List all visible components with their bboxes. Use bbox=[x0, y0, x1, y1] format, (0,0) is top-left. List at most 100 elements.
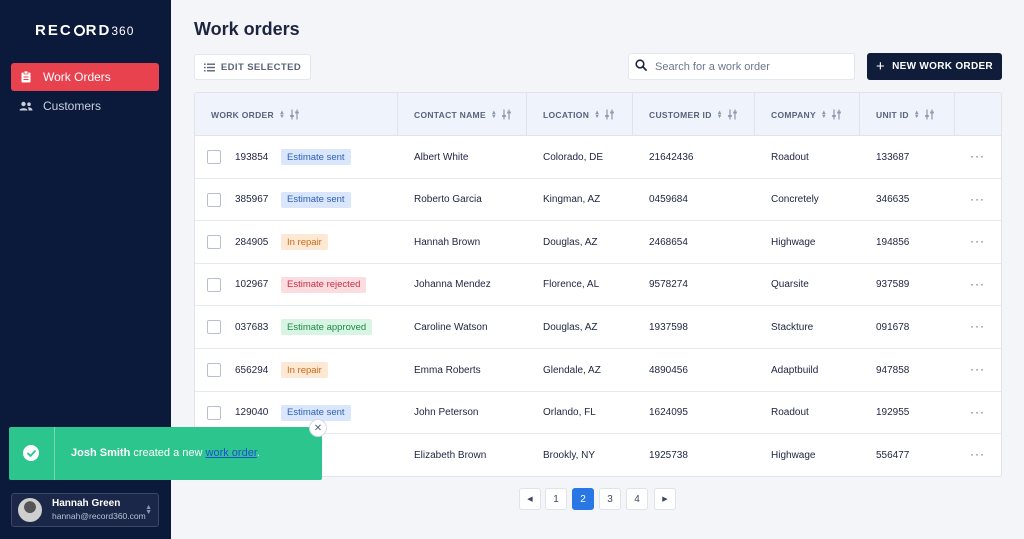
company-cell: Roadout bbox=[771, 407, 809, 419]
record360-logo[interactable]: REC RD360 bbox=[35, 22, 135, 39]
work-order-id: 102967 bbox=[235, 279, 269, 291]
table-row[interactable]: 129040 Estimate sent John Peterson Orlando,… bbox=[195, 392, 1001, 435]
page-2-button[interactable]: 2 bbox=[572, 488, 594, 510]
unit-id-cell: 346635 bbox=[876, 194, 910, 206]
filter-sliders-icon[interactable] bbox=[289, 109, 300, 120]
user-name: Hannah Green bbox=[52, 498, 121, 510]
status-badge: Estimate sent bbox=[281, 149, 351, 165]
more-options-icon[interactable]: ··· bbox=[970, 362, 985, 376]
sidebar-item-customers[interactable]: Customers bbox=[11, 92, 159, 120]
table-row[interactable]: 037683 Estimate approved Caroline Watson Do… bbox=[195, 306, 1001, 349]
row-checkbox[interactable] bbox=[207, 277, 221, 292]
unit-id-cell: 937589 bbox=[876, 279, 910, 291]
row-checkbox[interactable] bbox=[207, 150, 221, 164]
filter-sliders-icon[interactable] bbox=[604, 109, 615, 120]
column-header[interactable]: UNIT ID ▲ ▼ bbox=[860, 93, 955, 136]
contact-cell: Johanna Mendez bbox=[414, 279, 491, 291]
more-options-icon[interactable]: ··· bbox=[970, 276, 985, 291]
customer-id-cell: 0459684 bbox=[649, 194, 688, 206]
status-badge: Estimate rejected bbox=[281, 276, 367, 293]
sidebar-item-work-orders[interactable]: Work Orders bbox=[11, 63, 159, 91]
company-cell: Stackture bbox=[771, 321, 814, 333]
contact-cell: John Peterson bbox=[414, 407, 479, 419]
sort-icon[interactable]: ▲ ▼ bbox=[913, 109, 921, 120]
search-icon bbox=[635, 58, 647, 76]
status-badge: Estimate approved bbox=[281, 319, 373, 336]
location-cell: Kingman, AZ bbox=[543, 194, 601, 206]
sort-icon[interactable]: ▲ ▼ bbox=[820, 109, 828, 120]
row-checkbox[interactable] bbox=[207, 192, 221, 207]
table-row[interactable]: 284905 In repair Hannah Brown Douglas, AZ 24… bbox=[195, 221, 1001, 264]
check-circle-icon bbox=[23, 445, 39, 461]
next-page-icon[interactable]: ▶ bbox=[654, 488, 676, 510]
contact-cell: Roberto Garcia bbox=[414, 194, 482, 206]
row-checkbox[interactable] bbox=[207, 363, 221, 377]
company-cell: Roadout bbox=[771, 151, 809, 163]
column-header[interactable]: LOCATION ▲ ▼ bbox=[527, 93, 633, 136]
work-order-link[interactable]: work order bbox=[205, 447, 257, 459]
column-header[interactable]: CONTACT NAME ▲ ▼ bbox=[398, 93, 527, 136]
close-icon[interactable]: ✕ bbox=[309, 419, 327, 437]
location-cell: Orlando, FL bbox=[543, 407, 596, 419]
customer-id-cell: 1925738 bbox=[649, 449, 688, 461]
contact-cell: Caroline Watson bbox=[414, 321, 488, 333]
location-cell: Florence, AL bbox=[543, 279, 600, 291]
filter-sliders-icon[interactable] bbox=[501, 109, 512, 120]
sort-icon[interactable]: ▲ ▼ bbox=[594, 109, 601, 120]
notification-toast: Josh Smith created a new work order. bbox=[9, 427, 322, 480]
table-header: WORK ORDER ▲ ▼ CONTACT NAME ▲ ▼ LOCATION ▲ ▼ CUST… bbox=[195, 93, 1001, 136]
company-cell: Highwage bbox=[771, 236, 816, 248]
location-cell: Douglas, AZ bbox=[543, 321, 598, 333]
sort-icon[interactable]: ▲ ▼ bbox=[278, 109, 286, 120]
chevron-updown-icon: ▲ ▼ bbox=[145, 504, 152, 516]
unit-id-cell: 194856 bbox=[876, 236, 910, 248]
table-row[interactable]: 385967 Estimate sent Roberto Garcia Kingman… bbox=[195, 179, 1001, 222]
company-cell: Adaptbuild bbox=[771, 364, 819, 376]
column-header[interactable]: WORK ORDER ▲ ▼ bbox=[195, 93, 398, 136]
more-options-icon[interactable]: ··· bbox=[970, 319, 985, 334]
row-checkbox[interactable] bbox=[207, 320, 221, 335]
sidebar-item-label: Work Orders bbox=[43, 70, 111, 84]
work-order-id: 129040 bbox=[235, 407, 269, 419]
prev-page-icon[interactable]: ◀ bbox=[519, 488, 541, 510]
table-row[interactable]: 102967 Estimate rejected Johanna Mendez Flo… bbox=[195, 264, 1001, 307]
work-orders-table: WORK ORDER ▲ ▼ CONTACT NAME ▲ ▼ LOCATION ▲ ▼ CUST… bbox=[194, 92, 1002, 477]
more-options-icon[interactable]: ··· bbox=[970, 447, 985, 462]
page-title: Work orders bbox=[194, 19, 300, 39]
list-icon bbox=[203, 63, 215, 72]
table-row[interactable]: 193854 Estimate sent Albert White Colorado,… bbox=[195, 136, 1001, 179]
table-row[interactable]: 656294 In repair Emma Roberts Glendale, AZ 4… bbox=[195, 349, 1001, 392]
more-options-icon[interactable]: ··· bbox=[970, 234, 985, 249]
more-options-icon[interactable]: ··· bbox=[970, 191, 985, 206]
row-checkbox[interactable] bbox=[207, 405, 221, 420]
more-options-icon[interactable]: ··· bbox=[970, 149, 985, 163]
edit-selected-button[interactable]: EDIT SELECTED bbox=[194, 54, 311, 80]
unit-id-cell: 947858 bbox=[876, 364, 910, 376]
filter-sliders-icon[interactable] bbox=[727, 109, 738, 120]
search-input[interactable] bbox=[655, 60, 845, 73]
unit-id-cell: 556477 bbox=[876, 449, 910, 461]
filter-sliders-icon[interactable] bbox=[924, 109, 935, 120]
column-header[interactable]: CUSTOMER ID ▲ ▼ bbox=[633, 93, 755, 136]
filter-sliders-icon[interactable] bbox=[831, 109, 842, 120]
work-order-id: 284905 bbox=[235, 236, 269, 248]
user-account-menu[interactable]: Hannah Green hannah@record360.com ▲ ▼ bbox=[11, 493, 159, 527]
page-3-button[interactable]: 3 bbox=[599, 488, 621, 510]
work-order-id: 385967 bbox=[235, 194, 269, 206]
sort-icon[interactable]: ▲ ▼ bbox=[716, 109, 723, 120]
page-4-button[interactable]: 4 bbox=[626, 488, 648, 510]
page-1-button[interactable]: 1 bbox=[545, 488, 567, 510]
more-options-icon[interactable]: ··· bbox=[970, 404, 985, 419]
customer-id-cell: 2468654 bbox=[649, 236, 688, 248]
status-badge: Estimate sent bbox=[281, 191, 351, 208]
search-box[interactable] bbox=[628, 53, 855, 80]
new-work-order-button[interactable]: + NEW WORK ORDER bbox=[867, 53, 1002, 80]
row-checkbox[interactable] bbox=[207, 235, 221, 250]
company-cell: Concretely bbox=[771, 194, 819, 206]
contact-cell: Albert White bbox=[414, 151, 469, 163]
column-header[interactable]: COMPANY ▲ ▼ bbox=[755, 93, 860, 136]
sort-icon[interactable]: ▲ ▼ bbox=[490, 109, 498, 120]
location-cell: Glendale, AZ bbox=[543, 364, 601, 376]
clipboard-icon bbox=[19, 70, 33, 84]
work-order-id: 193854 bbox=[235, 151, 269, 163]
